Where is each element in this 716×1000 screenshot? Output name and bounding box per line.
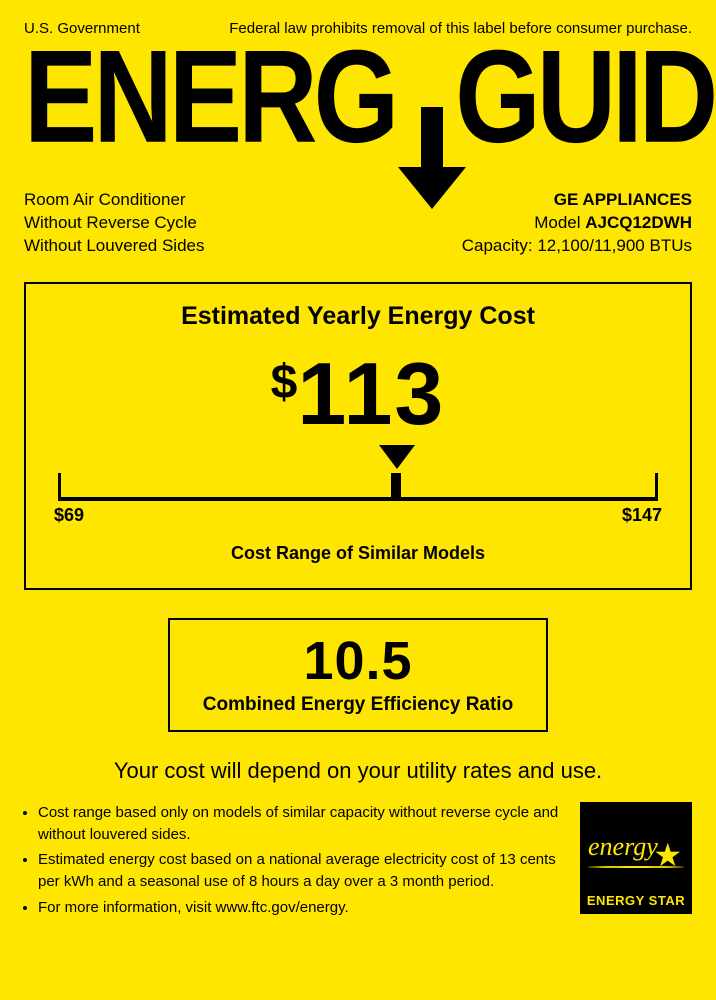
footnote-3: For more information, visit www.ftc.gov/… xyxy=(38,897,566,919)
ratio-label: Combined Energy Efficiency Ratio xyxy=(170,694,546,716)
scale-min-label: $69 xyxy=(54,505,84,526)
energy-star-script: energy xyxy=(588,832,658,862)
model-number: AJCQ12DWH xyxy=(585,213,692,232)
footnote-1: Cost range based only on models of simil… xyxy=(38,802,566,846)
energy-star-label: ENERGY STAR xyxy=(580,893,692,908)
cost-depend-note: Your cost will depend on your utility ra… xyxy=(24,758,692,784)
cost-value: 113 xyxy=(297,344,445,443)
logo-right: GUIDE xyxy=(455,23,716,171)
product-model-block: GE APPLIANCES Model AJCQ12DWH Capacity: … xyxy=(462,189,692,258)
model-label: Model xyxy=(534,213,585,232)
footnote-2: Estimated energy cost based on a nationa… xyxy=(38,849,566,893)
star-icon: ★ xyxy=(653,836,682,874)
efficiency-ratio-box: 10.5 Combined Energy Efficiency Ratio xyxy=(168,618,548,732)
logo-left: ENERG xyxy=(24,23,395,171)
cost-amount: $113 xyxy=(54,343,662,445)
scale-pointer-bar xyxy=(391,473,401,501)
cost-box: Estimated Yearly Energy Cost $113 $69 $1… xyxy=(24,282,692,590)
capacity-value: 12,100/11,900 BTUs xyxy=(537,236,692,255)
scale-max-label: $147 xyxy=(622,505,662,526)
product-type-block: Room Air Conditioner Without Reverse Cyc… xyxy=(24,189,205,258)
energyguide-logo: ENERGGUIDE xyxy=(24,41,692,171)
product-info-row: Room Air Conditioner Without Reverse Cyc… xyxy=(24,189,692,258)
product-feature-1: Without Reverse Cycle xyxy=(24,212,205,235)
product-type: Room Air Conditioner xyxy=(24,189,205,212)
product-feature-2: Without Louvered Sides xyxy=(24,235,205,258)
swoosh-icon xyxy=(588,866,684,868)
brand-name: GE APPLIANCES xyxy=(462,189,692,212)
footnote-list: Cost range based only on models of simil… xyxy=(24,802,566,923)
scale-axis xyxy=(58,473,658,501)
capacity-label: Capacity: xyxy=(462,236,538,255)
currency-symbol: $ xyxy=(271,356,298,409)
cost-range-subtitle: Cost Range of Similar Models xyxy=(54,543,662,564)
energy-star-badge: energy ★ ENERGY STAR xyxy=(580,802,692,914)
cost-scale: $69 $147 xyxy=(54,445,662,535)
scale-pointer-icon xyxy=(379,445,415,469)
footer-area: Cost range based only on models of simil… xyxy=(24,802,692,923)
cost-title: Estimated Yearly Energy Cost xyxy=(54,302,662,331)
ratio-value: 10.5 xyxy=(170,630,546,692)
